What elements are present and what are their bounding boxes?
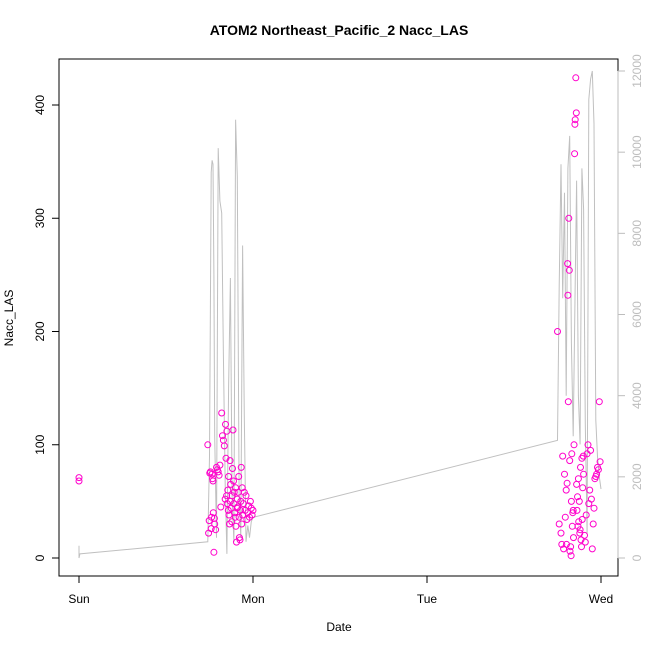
y-left-tick-label: 300 [33, 208, 47, 228]
data-point [230, 427, 236, 433]
data-point [575, 476, 581, 482]
data-point [563, 487, 569, 493]
data-point [211, 549, 217, 555]
y-right-tick-label: 10000 [630, 135, 644, 169]
data-point [564, 480, 570, 486]
data-point [571, 535, 577, 541]
data-point [573, 110, 579, 116]
x-tick-label: Mon [241, 592, 264, 606]
data-point [588, 447, 594, 453]
data-point [580, 485, 586, 491]
data-point [556, 521, 562, 527]
x-axis: Sun Mon Tue Wed [68, 576, 613, 606]
y-axis-left: 0 100 200 300 400 [33, 95, 59, 562]
x-tick-label: Wed [589, 592, 613, 606]
data-point [562, 514, 568, 520]
y-left-tick-label: 200 [33, 321, 47, 341]
data-point [569, 523, 575, 529]
data-point [562, 471, 568, 477]
point-series-layer [76, 75, 603, 559]
data-point [596, 399, 602, 405]
data-point [568, 498, 574, 504]
y-axis-label: Nacc_LAS [2, 290, 16, 347]
data-point [558, 530, 564, 536]
data-point [239, 521, 245, 527]
data-point [578, 464, 584, 470]
data-point [589, 546, 595, 552]
data-point [567, 458, 573, 464]
y-axis-right: 0 2000 4000 6000 8000 10000 12000 [618, 54, 644, 561]
line-series-layer [79, 71, 601, 558]
data-point [560, 453, 566, 459]
data-point [569, 451, 575, 457]
data-point [218, 504, 224, 510]
x-tick-label: Sun [68, 592, 89, 606]
y-right-tick-label: 12000 [630, 54, 644, 88]
y-right-tick-label: 8000 [630, 220, 644, 247]
data-point [573, 75, 579, 81]
chart-title: ATOM2 Northeast_Pacific_2 Nacc_LAS [210, 22, 469, 38]
y-left-tick-label: 100 [33, 434, 47, 454]
y-left-tick-label: 400 [33, 95, 47, 115]
data-point [223, 421, 229, 427]
y-left-tick-label: 0 [33, 554, 47, 561]
y-right-tick-label: 4000 [630, 382, 644, 409]
data-point [591, 505, 597, 511]
data-point [583, 512, 589, 518]
y-right-tick-label: 6000 [630, 301, 644, 328]
data-point [555, 329, 561, 335]
data-point [206, 530, 212, 536]
data-point [588, 496, 594, 502]
data-point [226, 474, 232, 480]
right-axis-line-series [79, 71, 601, 558]
data-point [574, 481, 580, 487]
data-point [565, 399, 571, 405]
x-tick-label: Tue [417, 592, 438, 606]
y-right-tick-label: 2000 [630, 463, 644, 490]
data-point [590, 521, 596, 527]
plot-frame [59, 59, 618, 576]
data-point [571, 442, 577, 448]
data-point [572, 151, 578, 157]
data-point [566, 215, 572, 221]
y-right-tick-label: 0 [630, 554, 644, 561]
x-axis-label: Date [326, 620, 352, 634]
